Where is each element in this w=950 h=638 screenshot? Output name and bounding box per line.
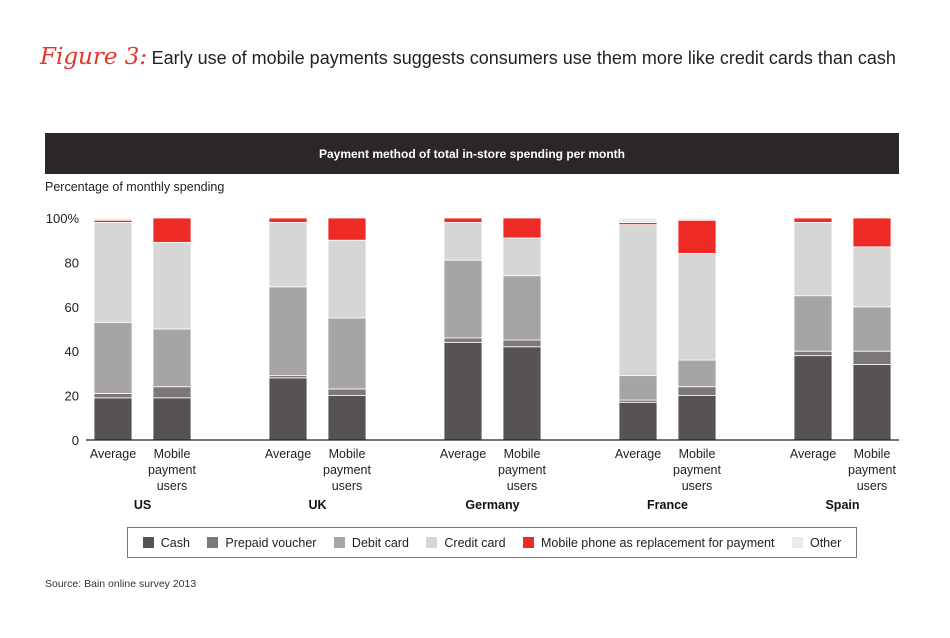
bar-segment-debit-card <box>618 375 658 401</box>
y-tick-label: 0 <box>72 433 79 448</box>
bar-segment-debit-card <box>268 286 308 377</box>
legend-item: Cash <box>142 535 190 550</box>
legend-label: Mobile phone as replacement for payment <box>541 535 775 550</box>
bar-label: Average <box>615 447 661 461</box>
bar-label: Average <box>265 447 311 461</box>
bar-segment-credit-card <box>93 222 133 323</box>
legend-swatch <box>426 537 438 548</box>
bar-segment-credit-card <box>152 242 192 330</box>
legend-label: Debit card <box>351 535 409 550</box>
bar-segment-cash <box>93 397 133 441</box>
bar-segment-cash <box>618 401 658 441</box>
legend-item: Prepaid voucher <box>207 536 316 550</box>
group-label: Spain <box>825 498 859 512</box>
stacked-bar-chart: 0 20 40 60 80 100% Average Mobile payment users U… <box>46 211 899 512</box>
bar-segment-other <box>618 217 658 223</box>
bar-segment-debit-card <box>677 359 717 388</box>
bar-label: Mobile payment users <box>673 447 721 493</box>
bar-label: Mobile payment users <box>498 447 546 493</box>
legend: Cash Prepaid voucher Debit card Credit card… <box>127 527 857 558</box>
bar-segment-credit-card <box>268 222 308 288</box>
bar-label: Average <box>440 447 486 461</box>
group-label: Germany <box>465 498 519 512</box>
figure-title-text: Early use of mobile payments suggests co… <box>151 48 896 68</box>
figure-label: Figure 3: <box>40 44 148 70</box>
legend-label: Cash <box>160 535 190 550</box>
bar-segment-cash <box>677 395 717 441</box>
legend-item: Other <box>791 535 842 550</box>
legend-label: Other <box>809 535 842 550</box>
bar-segment-debit-card <box>443 259 483 339</box>
bar-segment-credit-card <box>443 222 483 261</box>
bar-label: Average <box>90 447 136 461</box>
bar-label: Mobile payment users <box>848 447 896 493</box>
bar-label: Mobile payment users <box>148 447 196 493</box>
chart-title: Payment method of total in-store spendin… <box>45 133 899 174</box>
bar-segment-mobile-phone-as-replacement-for-payment <box>268 217 308 223</box>
figure-title: Figure 3: Early use of mobile payments s… <box>40 44 940 70</box>
bar-segment-debit-card <box>152 328 192 388</box>
x-axis-labels: Average Mobile payment users US Average Mobile… <box>90 447 897 512</box>
bar-segment-cash <box>502 346 542 441</box>
bar-segment-mobile-phone-as-replacement-for-payment <box>677 219 717 254</box>
bar-segment-cash <box>152 397 192 441</box>
y-tick-label: 100% <box>46 211 80 226</box>
bar-segment-cash <box>443 341 483 441</box>
bars <box>93 217 892 441</box>
bar-segment-prepaid-voucher <box>152 386 192 399</box>
bar-segment-cash <box>852 364 892 441</box>
legend-item: Debit card <box>333 535 409 550</box>
bar-segment-cash <box>268 377 308 441</box>
y-tick-label: 20 <box>65 389 79 404</box>
bar-segment-prepaid-voucher <box>327 388 367 397</box>
bar-segment-mobile-phone-as-replacement-for-payment <box>502 217 542 239</box>
bar-segment-mobile-phone-as-replacement-for-payment <box>793 217 833 223</box>
group-label: US <box>134 498 151 512</box>
bar-segment-mobile-phone-as-replacement-for-payment <box>443 217 483 223</box>
bar-segment-credit-card <box>618 224 658 377</box>
bar-segment-credit-card <box>677 253 717 361</box>
bar-segment-credit-card <box>327 239 367 319</box>
legend-item: Credit card <box>426 535 506 550</box>
y-axis-label: Percentage of monthly spending <box>45 180 225 194</box>
y-tick-label: 60 <box>65 300 79 315</box>
bar-segment-mobile-phone-as-replacement-for-payment <box>152 217 192 243</box>
bar-segment-debit-card <box>793 295 833 352</box>
bar-segment-debit-card <box>93 321 133 394</box>
bar-segment-prepaid-voucher <box>502 339 542 348</box>
source-note: Source: Bain online survey 2013 <box>45 578 197 590</box>
bar-segment-prepaid-voucher <box>93 392 133 399</box>
legend-swatch <box>142 537 154 548</box>
group-label: France <box>647 498 688 512</box>
bar-segment-debit-card <box>502 275 542 341</box>
bar-segment-other <box>93 217 133 221</box>
bar-segment-credit-card <box>793 222 833 297</box>
y-tick-label: 80 <box>65 255 79 270</box>
bar-label: Mobile payment users <box>323 447 371 493</box>
y-tick-label: 40 <box>65 344 79 359</box>
bar-segment-credit-card <box>502 237 542 277</box>
legend-swatch <box>207 537 219 548</box>
legend-item: Mobile phone as replacement for payment <box>523 536 774 550</box>
bar-segment-credit-card <box>852 246 892 308</box>
bar-segment-debit-card <box>852 306 892 352</box>
bar-segment-debit-card <box>327 317 367 390</box>
bar-segment-mobile-phone-as-replacement-for-payment <box>327 217 367 241</box>
legend-swatch <box>523 537 535 548</box>
legend-swatch <box>333 537 345 548</box>
bar-label: Average <box>790 447 836 461</box>
bar-segment-prepaid-voucher <box>443 337 483 343</box>
group-label: UK <box>308 498 326 512</box>
bar-segment-prepaid-voucher <box>677 386 717 397</box>
bar-segment-mobile-phone-as-replacement-for-payment <box>852 217 892 248</box>
bar-segment-other <box>677 217 717 221</box>
bar-segment-cash <box>327 395 367 441</box>
bar-segment-prepaid-voucher <box>852 350 892 365</box>
legend-label: Prepaid voucher <box>225 535 317 550</box>
legend-label: Credit card <box>444 535 506 550</box>
legend-swatch <box>791 537 803 548</box>
bar-segment-cash <box>793 355 833 441</box>
y-axis-ticks: 0 20 40 60 80 100% <box>46 211 80 448</box>
bar-segment-prepaid-voucher <box>793 350 833 357</box>
